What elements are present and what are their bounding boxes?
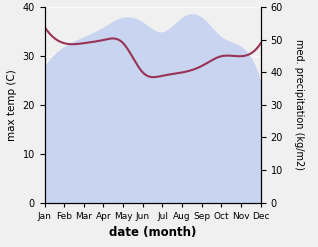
X-axis label: date (month): date (month) (109, 226, 196, 239)
Y-axis label: med. precipitation (kg/m2): med. precipitation (kg/m2) (294, 40, 304, 170)
Y-axis label: max temp (C): max temp (C) (7, 69, 17, 141)
